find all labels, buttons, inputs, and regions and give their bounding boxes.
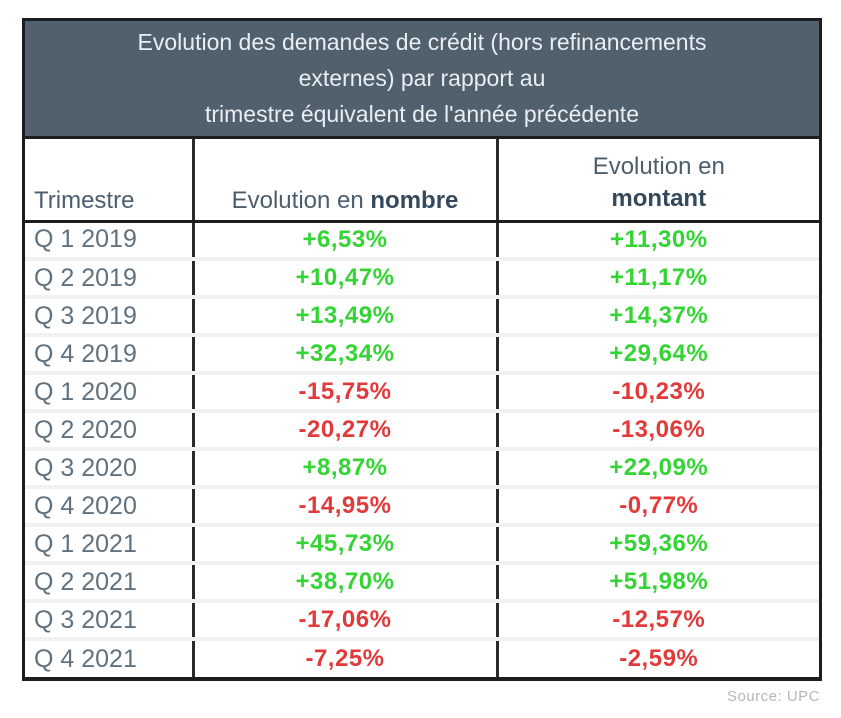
quarter-cell: Q 1 2020: [25, 373, 193, 413]
nombre-cell: +38,70%: [191, 563, 497, 603]
quarter-cell: Q 3 2021: [25, 601, 193, 641]
montant-cell: -13,06%: [495, 411, 819, 451]
credit-evolution-table: Evolution des demandes de crédit (hors r…: [22, 18, 822, 681]
table-row: Q 2 2021 +38,70% +51,98%: [25, 563, 819, 603]
montant-cell: -0,77%: [495, 487, 819, 527]
nombre-cell: +45,73%: [191, 525, 497, 565]
montant-cell: +22,09%: [495, 449, 819, 489]
table-row: Q 3 2021 -17,06% -12,57%: [25, 601, 819, 641]
table-row: Q 2 2019 +10,47% +11,17%: [25, 259, 819, 299]
column-header-montant: Evolution en montant: [495, 139, 819, 223]
montant-cell: -2,59%: [495, 639, 819, 677]
montant-cell: +11,30%: [495, 221, 819, 261]
column-header-trimestre: Trimestre: [25, 139, 193, 223]
nombre-cell: -17,06%: [191, 601, 497, 641]
nombre-cell: -7,25%: [191, 639, 497, 677]
quarter-cell: Q 4 2020: [25, 487, 193, 527]
quarter-cell: Q 1 2019: [25, 221, 193, 261]
nombre-cell: -20,27%: [191, 411, 497, 451]
quarter-cell: Q 4 2021: [34, 644, 137, 673]
data-table: Trimestre Evolution en nombre Evolution …: [25, 139, 819, 677]
header-row: Trimestre Evolution en nombre Evolution …: [25, 139, 819, 223]
nombre-cell: +10,47%: [191, 259, 497, 299]
quarter-cell: Q 2 2021: [25, 563, 193, 603]
montant-cell: +14,37%: [495, 297, 819, 337]
column-header-montant-prefix: Evolution en: [592, 152, 725, 180]
montant-cell: +29,64%: [495, 335, 819, 375]
table-row: Q 1 2020 -15,75% -10,23%: [25, 373, 819, 413]
source-note: Source: UPC: [726, 688, 820, 705]
column-header-montant-bold: montant: [611, 184, 707, 212]
table-row: Q 4 2019 +32,34% +29,64%: [25, 335, 819, 375]
table-row: Q 1 2021 +45,73% +59,36%: [25, 525, 819, 565]
montant-cell: +51,98%: [495, 563, 819, 603]
table-title-line-1: Evolution des demandes de crédit (hors r…: [137, 29, 707, 55]
column-header-montant-text: Evolution en montant: [593, 153, 725, 212]
nombre-cell: -15,75%: [191, 373, 497, 413]
table-title: Evolution des demandes de crédit (hors r…: [25, 21, 819, 139]
column-header-nombre-bold: nombre: [370, 186, 459, 214]
table-row: Q 2 2020 -20,27% -13,06%: [25, 411, 819, 451]
table-title-line-3: trimestre équivalent de l'année précéden…: [204, 101, 639, 127]
nombre-cell: +13,49%: [191, 297, 497, 337]
nombre-cell: +32,34%: [191, 335, 497, 375]
nombre-cell: +8,87%: [191, 449, 497, 489]
quarter-cell: Q 3 2020: [25, 449, 193, 489]
quarter-cell: Q 4 2019: [25, 335, 193, 375]
column-header-nombre-prefix: Evolution en: [231, 186, 371, 214]
montant-cell: -12,57%: [495, 601, 819, 641]
quarter-cell: Q 1 2021: [25, 525, 193, 565]
table-row: Q 3 2020 +8,87% +22,09%: [25, 449, 819, 489]
table-row: Q 1 2019 +6,53% +11,30%: [25, 221, 819, 261]
montant-cell: -10,23%: [495, 373, 819, 413]
quarter-cell: Q 2 2019: [25, 259, 193, 299]
table-body: Q 1 2019 +6,53% +11,30% Q 2 2019 +10,47%…: [25, 221, 819, 677]
nombre-cell: -14,95%: [191, 487, 497, 527]
montant-cell: +11,17%: [495, 259, 819, 299]
table-row: Q 3 2019 +13,49% +14,37%: [25, 297, 819, 337]
quarter-cell: Q 2 2020: [25, 411, 193, 451]
table-row: Q 4 2020 -14,95% -0,77%: [25, 487, 819, 527]
table-title-line-2: externes) par rapport au: [298, 65, 546, 91]
quarter-cell: Q 3 2019: [25, 297, 193, 337]
montant-cell: +59,36%: [495, 525, 819, 565]
column-header-nombre: Evolution en nombre: [191, 139, 497, 223]
nombre-cell: +6,53%: [191, 221, 497, 261]
table-row: Q 4 2021 -7,25% -2,59%: [25, 639, 819, 677]
